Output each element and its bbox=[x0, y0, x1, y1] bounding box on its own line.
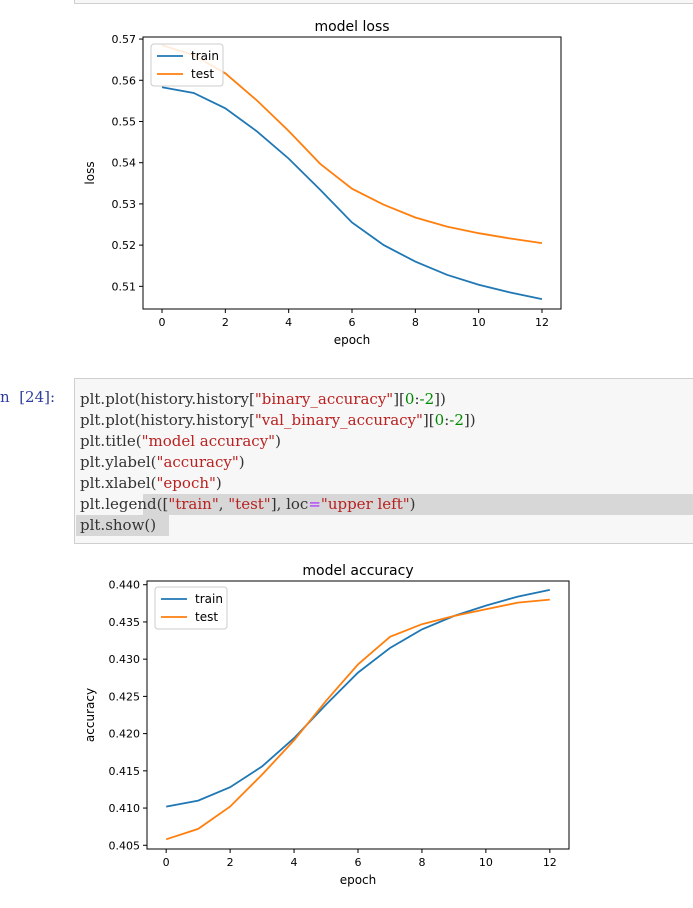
code-token: -2 bbox=[419, 390, 435, 408]
code-token: "test" bbox=[228, 495, 271, 513]
code-token: "binary_accuracy" bbox=[254, 390, 394, 408]
x-tick-label: 8 bbox=[412, 316, 419, 329]
code-token: = bbox=[308, 495, 321, 513]
legend-box bbox=[150, 43, 224, 87]
code-token: ][ bbox=[393, 390, 405, 408]
x-tick-label: 6 bbox=[349, 316, 356, 329]
chart-svg: model accuracy 0 2 4 6 8 10 12 0.405 0.410 0.415 0.… bbox=[83, 563, 570, 887]
y-tick-label: 0.435 bbox=[109, 616, 141, 629]
code-token: "accuracy" bbox=[156, 453, 239, 471]
legend-box bbox=[154, 586, 228, 630]
code-token: ]) bbox=[434, 390, 446, 408]
y-tick-label: 0.440 bbox=[109, 579, 141, 592]
code-token: plt.show() bbox=[80, 516, 157, 534]
code-token: ) bbox=[275, 432, 281, 450]
x-tick-label: 12 bbox=[543, 856, 557, 869]
legend-label-test: test bbox=[195, 610, 218, 624]
code-token: 0 bbox=[404, 390, 415, 408]
code-line: plt.xlabel("epoch") bbox=[80, 473, 222, 494]
code-token: "val_binary_accuracy" bbox=[254, 411, 423, 429]
cell-prompt: n [24]: bbox=[0, 388, 56, 406]
code-line: plt.legend(["train", "test"], loc="upper… bbox=[80, 494, 416, 515]
y-tick-label: 0.55 bbox=[112, 115, 137, 128]
code-token: plt.plot(history.history[ bbox=[80, 411, 255, 429]
x-tick-label: 2 bbox=[222, 316, 229, 329]
x-tick-label: 4 bbox=[291, 856, 298, 869]
y-axis-label: accuracy bbox=[83, 688, 97, 742]
y-tick-label: 0.51 bbox=[112, 280, 137, 293]
chart-title: model loss bbox=[314, 19, 389, 35]
x-axis-label: epoch bbox=[340, 873, 377, 887]
legend-label-test: test bbox=[191, 67, 214, 81]
code-token: ], loc bbox=[270, 495, 309, 513]
code-token: "train" bbox=[168, 495, 219, 513]
legend-label-train: train bbox=[195, 592, 223, 606]
code-line: plt.plot(history.history["binary_accurac… bbox=[80, 389, 446, 410]
code-cell[interactable]: plt.plot(history.history["binary_accurac… bbox=[74, 378, 693, 544]
y-tick-label: 0.56 bbox=[112, 74, 137, 87]
x-tick-label: 4 bbox=[285, 316, 292, 329]
y-tick-label: 0.57 bbox=[112, 33, 137, 46]
code-line: plt.title("model accuracy") bbox=[80, 431, 281, 452]
code-token: plt.xlabel( bbox=[80, 474, 157, 492]
x-tick-label: 12 bbox=[535, 316, 549, 329]
legend-label-train: train bbox=[191, 49, 219, 63]
series-line-train bbox=[161, 86, 543, 300]
y-tick-label: 0.420 bbox=[109, 728, 141, 741]
code-token: ][ bbox=[422, 411, 435, 429]
code-token: plt.ylabel( bbox=[80, 453, 157, 471]
model-accuracy-chart: model accuracy 0 2 4 6 8 10 12 0.405 0.410 0.415 0.… bbox=[80, 556, 590, 896]
code-token: "upper left" bbox=[320, 495, 410, 513]
y-tick-label: 0.53 bbox=[112, 198, 137, 211]
code-token: : bbox=[444, 411, 450, 429]
series-line-test bbox=[165, 598, 550, 841]
y-axis-label: loss bbox=[83, 161, 97, 184]
y-tick-label: 0.54 bbox=[112, 157, 137, 170]
code-token: "epoch" bbox=[156, 474, 216, 492]
y-tick-label: 0.52 bbox=[112, 239, 137, 252]
code-line: plt.plot(history.history["val_binary_acc… bbox=[80, 410, 476, 431]
y-tick-label: 0.405 bbox=[109, 839, 141, 852]
code-token: ) bbox=[215, 474, 222, 492]
x-tick-label: 6 bbox=[355, 856, 362, 869]
x-tick-label: 10 bbox=[479, 856, 493, 869]
previous-cell-border bbox=[74, 0, 693, 4]
code-token: plt.legend([ bbox=[80, 495, 169, 513]
code-token: plt.plot(history.history[ bbox=[80, 390, 255, 408]
code-token: ) bbox=[409, 495, 416, 513]
code-token: ) bbox=[238, 453, 245, 471]
y-tick-label: 0.430 bbox=[109, 653, 141, 666]
code-token: 0 bbox=[434, 411, 445, 429]
selection-highlight bbox=[143, 494, 693, 515]
x-tick-label: 0 bbox=[163, 856, 170, 869]
y-tick-label: 0.425 bbox=[109, 690, 141, 703]
code-line: plt.show() bbox=[80, 515, 156, 536]
selection-highlight bbox=[76, 515, 169, 536]
code-line: plt.ylabel("accuracy") bbox=[80, 452, 245, 473]
code-token: plt.title( bbox=[80, 432, 142, 450]
series-line-test bbox=[161, 44, 543, 244]
y-tick-label: 0.410 bbox=[109, 802, 141, 815]
code-token: : bbox=[414, 390, 420, 408]
chart-svg: model loss 0 2 4 6 8 10 12 0.51 0.52 0.53 0.54 0.55 0… bbox=[83, 19, 562, 347]
x-tick-label: 8 bbox=[418, 856, 425, 869]
x-axis-label: epoch bbox=[334, 333, 371, 347]
y-tick-label: 0.415 bbox=[109, 765, 141, 778]
code-token: , bbox=[218, 495, 229, 513]
code-token: ]) bbox=[463, 411, 476, 429]
x-tick-label: 10 bbox=[472, 316, 486, 329]
series-line-train bbox=[166, 589, 550, 808]
x-tick-label: 0 bbox=[159, 316, 166, 329]
model-loss-chart: model loss 0 2 4 6 8 10 12 0.51 0.52 0.53 0.54 0.55 0… bbox=[80, 12, 580, 352]
x-tick-label: 2 bbox=[227, 856, 234, 869]
code-token: -2 bbox=[449, 411, 464, 429]
code-token: "model accuracy" bbox=[141, 432, 276, 450]
chart-title: model accuracy bbox=[302, 563, 413, 579]
